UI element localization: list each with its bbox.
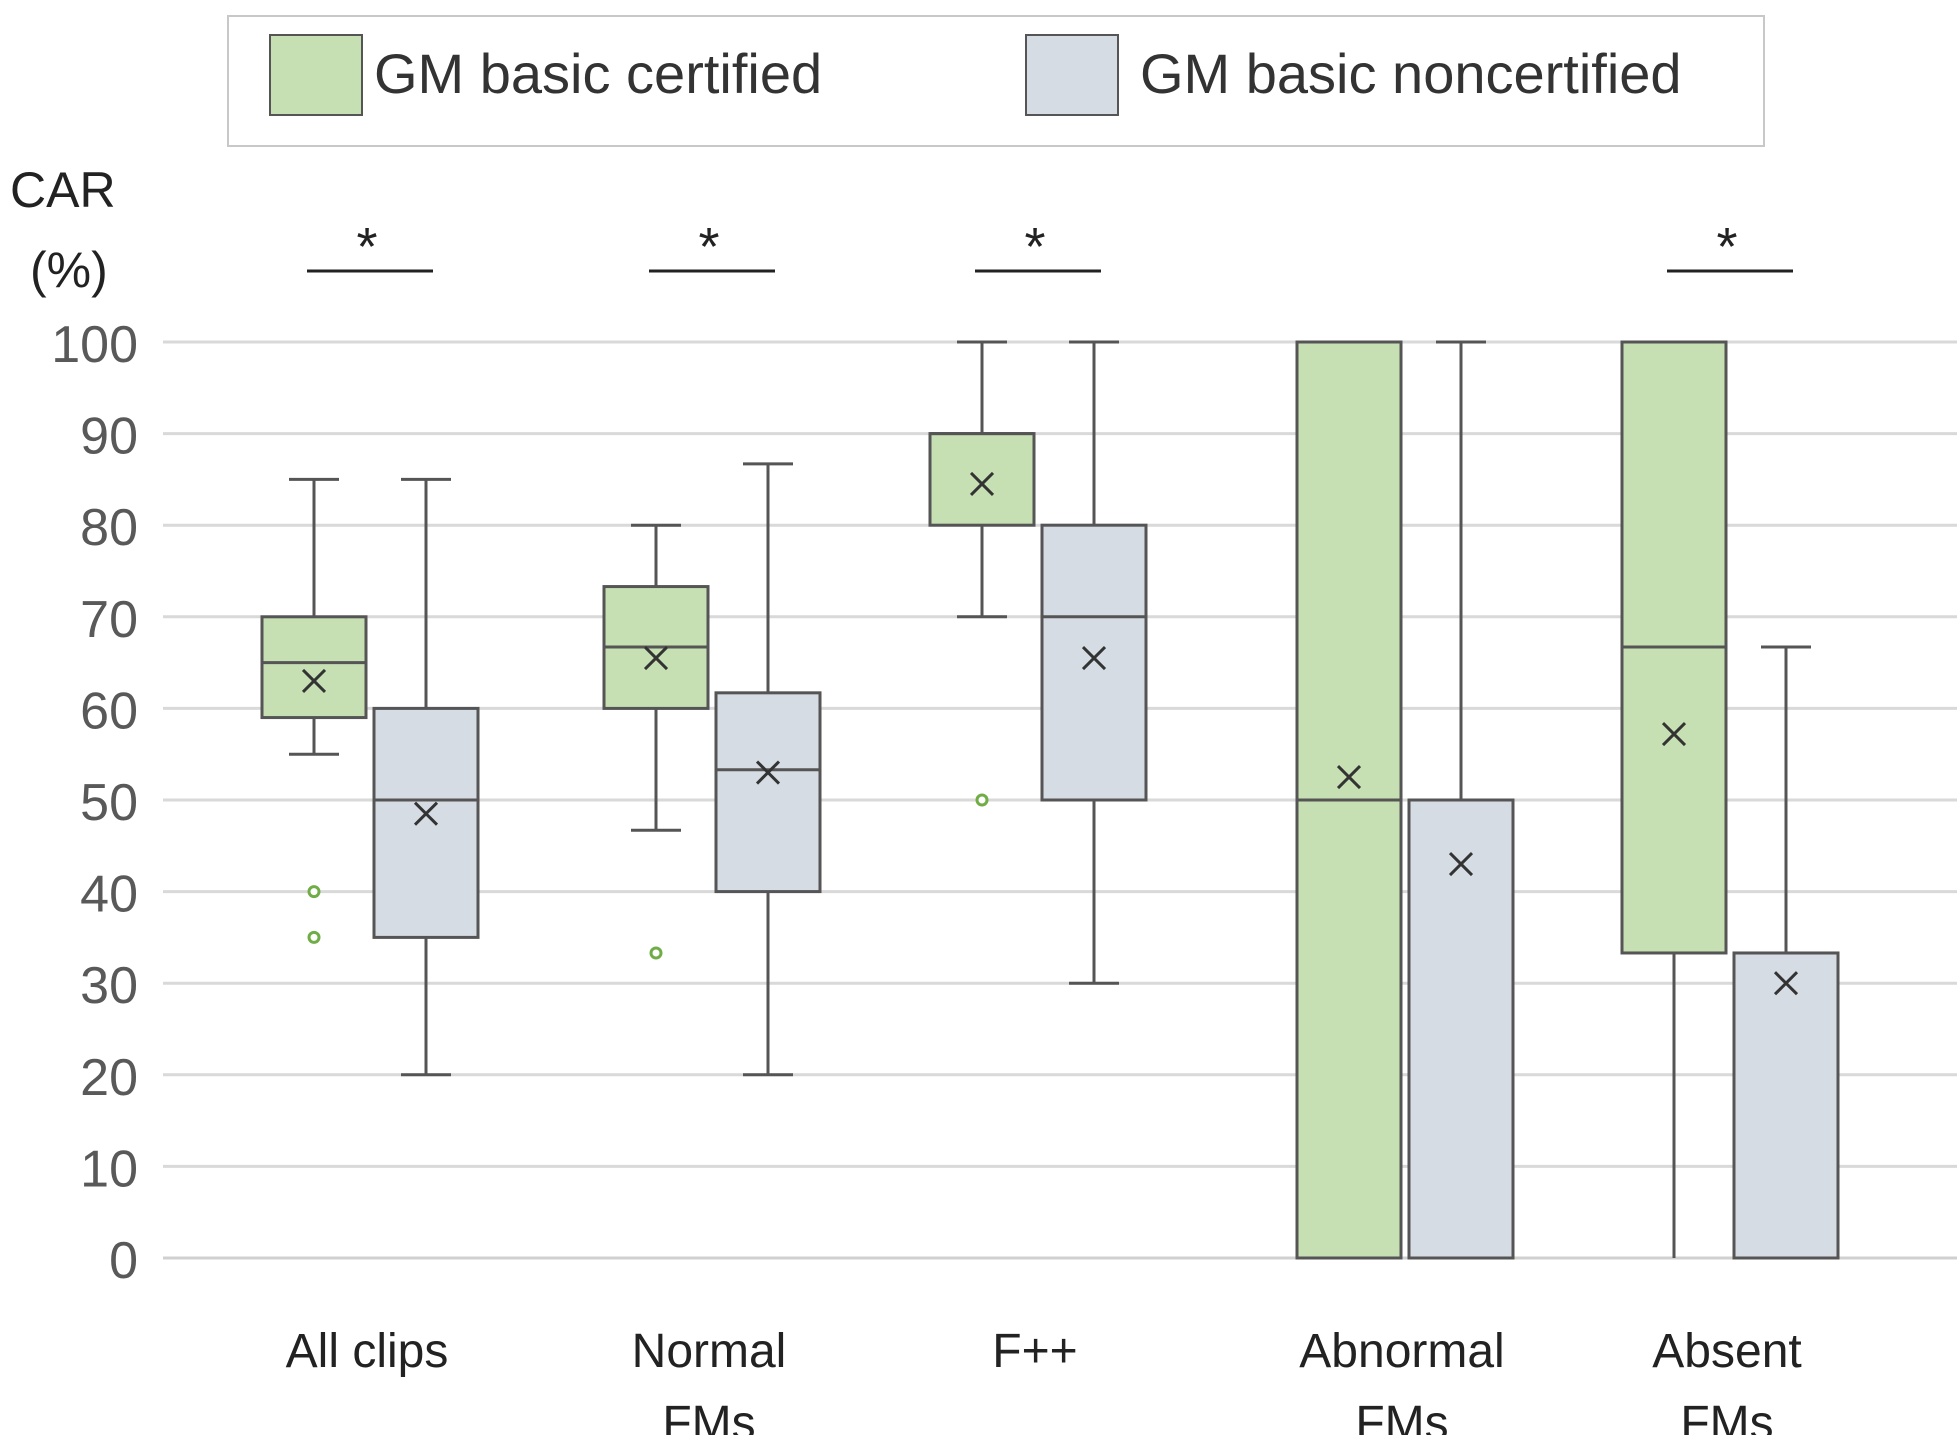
box-iqr [714, 691, 822, 894]
mean-marker-stroke [1081, 645, 1107, 671]
mean-marker-stroke [643, 645, 669, 671]
significance-marker: * [649, 217, 775, 277]
outlier-point [649, 946, 663, 960]
significance-marker: * [975, 217, 1101, 277]
significance-marker: * [307, 217, 433, 277]
y-tick-label: 10 [80, 1140, 138, 1198]
x-tick-label: FMs [1355, 1397, 1448, 1435]
legend-swatch-noncertified [1025, 34, 1119, 116]
mean-marker-stroke [413, 801, 439, 826]
mean-marker-stroke [1336, 765, 1362, 790]
box-noncertified [1040, 340, 1148, 985]
outlier-point [307, 930, 321, 944]
box-noncertified [1407, 340, 1515, 1260]
category-group [260, 477, 480, 1077]
mean-marker-stroke [755, 760, 781, 785]
x-axis-labels: All clips Normal FMs F++ Abnormal FMs Absent FM… [286, 1325, 1802, 1440]
mean-marker-stroke [1448, 852, 1474, 877]
box-iqr [372, 706, 480, 939]
x-tick-label: FMs [662, 1397, 755, 1435]
legend-label-certified: GM basic certified [374, 42, 822, 105]
y-axis-ticks: 0 10 20 30 40 50 60 70 80 90 100 [51, 316, 138, 1290]
x-tick-label: F++ [992, 1325, 1077, 1378]
x-tick-label: Normal [632, 1325, 787, 1378]
category-group [1620, 340, 1840, 1260]
category-group [928, 340, 1148, 985]
y-tick-label: 60 [80, 682, 138, 740]
y-tick-label: 50 [80, 774, 138, 832]
y-axis-title-line-2: (%) [30, 242, 108, 298]
y-tick-label: 80 [80, 499, 138, 557]
mean-marker [1661, 721, 1687, 747]
box-certified [928, 340, 1036, 807]
mean-marker [969, 471, 995, 497]
y-tick-label: 90 [80, 408, 138, 466]
x-tick-label: All clips [286, 1325, 449, 1378]
mean-marker-stroke [1661, 721, 1687, 747]
y-tick-label: 20 [80, 1049, 138, 1107]
significance-asterisk: * [1024, 217, 1045, 277]
mean-marker [755, 760, 781, 785]
legend-swatch-certified [269, 34, 363, 116]
outlier-point [307, 885, 321, 899]
legend-label-noncertified: GM basic noncertified [1140, 42, 1682, 105]
box-certified [260, 477, 368, 944]
outlier-point [975, 793, 989, 807]
mean-marker [1081, 645, 1107, 671]
box-iqr [1407, 798, 1515, 1260]
significance-asterisk: * [356, 217, 377, 277]
mean-marker-stroke [1773, 971, 1799, 996]
box-iqr [1732, 951, 1840, 1260]
mean-marker-stroke [301, 668, 327, 693]
category-group [602, 462, 822, 1077]
mean-marker [1448, 852, 1474, 877]
significance-marker: * [1667, 217, 1793, 277]
y-tick-label: 0 [109, 1232, 138, 1290]
y-tick-label: 30 [80, 957, 138, 1015]
x-tick-label: FMs [1680, 1397, 1773, 1435]
legend-frame [227, 15, 1765, 147]
significance-markers: * * * * [307, 217, 1793, 277]
legend: GM basic certified GM basic noncertified [227, 15, 1765, 147]
box-iqr [928, 432, 1036, 527]
box-noncertified [714, 462, 822, 1077]
y-axis-title-line-1: CAR [10, 162, 116, 218]
box-certified [1295, 340, 1403, 1260]
box-plots [260, 340, 1840, 1260]
y-tick-label: 40 [80, 866, 138, 924]
mean-marker [413, 801, 439, 826]
box-iqr [260, 615, 368, 720]
significance-asterisk: * [1716, 217, 1737, 277]
x-tick-label: Abnormal [1299, 1325, 1504, 1378]
box-certified [602, 523, 710, 960]
mean-marker [1773, 971, 1799, 996]
significance-asterisk: * [698, 217, 719, 277]
mean-marker-stroke [969, 471, 995, 497]
x-tick-label: Absent [1652, 1325, 1801, 1378]
box-noncertified [372, 477, 480, 1077]
box-iqr [1040, 523, 1148, 802]
box-noncertified [1732, 645, 1840, 1260]
y-tick-label: 70 [80, 591, 138, 649]
mean-marker [301, 668, 327, 693]
mean-marker [643, 645, 669, 671]
category-group [1295, 340, 1515, 1260]
box-certified [1620, 340, 1728, 1258]
y-tick-label: 100 [51, 316, 138, 374]
mean-marker [1336, 765, 1362, 790]
